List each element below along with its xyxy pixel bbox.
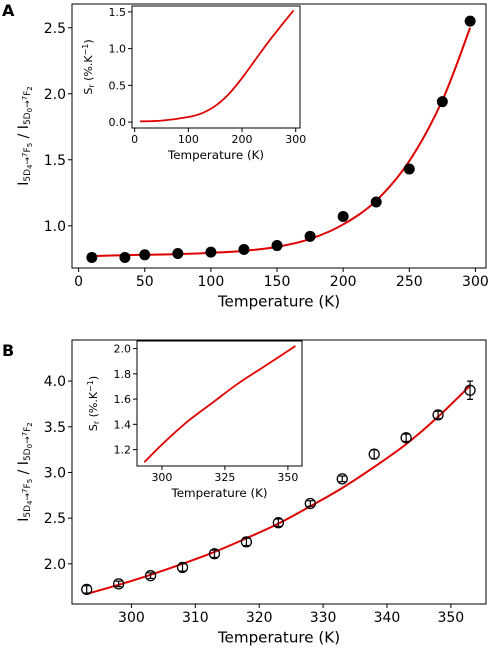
- inset-xtick-label: 300: [151, 471, 172, 484]
- main-xtick-label: 0: [74, 274, 83, 290]
- main-ytick-label: 2.5: [44, 21, 66, 37]
- data-point: [112, 578, 125, 590]
- inset-y-axis-label: Sr (%.K−1): [81, 39, 96, 94]
- data-point: [208, 548, 221, 560]
- inset-frame: [136, 340, 303, 467]
- main-xtick-label: 100: [198, 274, 225, 290]
- data-point: [400, 432, 412, 444]
- inset-y-axis-label: Sr (%.K−1): [86, 376, 101, 431]
- data-point: [370, 196, 382, 208]
- main-xtick-label: 300: [462, 274, 489, 290]
- panel-letter: A: [2, 1, 15, 20]
- data-point: [205, 246, 217, 258]
- main-xtick-label: 200: [330, 274, 357, 290]
- inset-ytick-label: 1.4: [114, 418, 132, 431]
- main-ytick-label: 1.5: [44, 153, 66, 169]
- inset-xlabel: Temperature (K): [170, 486, 267, 500]
- inset-ytick-label: 0.5: [109, 79, 127, 92]
- main-xtick-label: 310: [182, 610, 209, 626]
- main-xlabel: Temperature (K): [217, 628, 340, 646]
- panel-letter: B: [2, 341, 14, 360]
- main-xtick-label: 330: [310, 610, 337, 626]
- main-ytick-label: 3.0: [44, 465, 66, 481]
- inset-ytick-label: 1.5: [109, 6, 127, 19]
- inset-xtick-label: 0: [131, 133, 138, 146]
- inset-ytick-label: 0.0: [109, 116, 127, 129]
- data-point: [139, 249, 151, 261]
- data-point: [304, 497, 316, 510]
- data-point: [86, 251, 98, 263]
- data-point: [144, 570, 157, 582]
- data-point: [271, 240, 283, 252]
- main-ytick-label: 2.5: [44, 511, 66, 527]
- inset-frame: [131, 5, 301, 129]
- main-ytick-label: 2.0: [44, 557, 66, 573]
- data-point: [337, 211, 349, 223]
- main-xtick-label: 250: [396, 274, 423, 290]
- main-xtick-label: 300: [118, 610, 145, 626]
- inset-ytick-label: 1.0: [109, 43, 127, 56]
- panel-b: B 300 310 320 330 340 350 2.0 2.5 3.0 3.5 4.0 Temper…: [2, 339, 487, 646]
- data-point: [172, 247, 184, 259]
- inset-xtick-label: 100: [178, 133, 199, 146]
- inset-ytick-label: 2.0: [114, 343, 132, 356]
- data-point: [464, 384, 476, 396]
- inset-curve: [140, 9, 295, 123]
- inset-chart: 300 325 350 1.2 1.4 1.6 1.8 2.0 Temperature (K) S…: [86, 340, 303, 500]
- main-ytick-label: 3.5: [44, 420, 66, 436]
- data-point: [368, 448, 380, 460]
- main-xtick-label: 350: [437, 610, 464, 626]
- data-point: [304, 230, 316, 242]
- inset-xtick-label: 300: [285, 133, 306, 146]
- data-point: [436, 96, 448, 108]
- data-point: [240, 536, 253, 548]
- data-point: [119, 251, 131, 263]
- data-point: [272, 517, 285, 529]
- main-xtick-label: 340: [374, 610, 401, 626]
- inset-ytick-label: 1.6: [114, 393, 132, 406]
- inset-xtick-label: 325: [214, 471, 235, 484]
- data-point: [238, 244, 250, 256]
- main-xtick-label: 50: [136, 274, 154, 290]
- y-axis-label: I5D4→7F5 / I5D0→7F2: [16, 86, 34, 186]
- main-xtick-label: 150: [264, 274, 291, 290]
- data-point: [464, 15, 476, 27]
- y-axis-label: I5D4→7F5 / I5D0→7F2: [16, 422, 34, 522]
- panel-a: A 0 50 100 150 200 250 300 1.0 1.5 2.0 2.5 Temperatu…: [2, 1, 489, 310]
- inset-chart: 0 100 200 300 0.0 0.5 1.0 1.5 Temperature (K) Sr …: [81, 5, 306, 162]
- main-xtick-label: 320: [246, 610, 273, 626]
- inset-curve: [143, 345, 296, 463]
- plot-frame: [71, 3, 487, 269]
- main-xlabel: Temperature (K): [217, 292, 340, 310]
- inset-xlabel: Temperature (K): [167, 148, 264, 162]
- data-point: [81, 583, 93, 596]
- inset-background: [132, 6, 300, 128]
- data-point: [336, 473, 348, 485]
- inset-ytick-label: 1.8: [114, 368, 132, 381]
- main-ytick-label: 4.0: [44, 374, 66, 390]
- data-point: [432, 409, 444, 421]
- plot-frame: [71, 339, 487, 605]
- inset-ytick-label: 1.2: [114, 444, 132, 457]
- inset-xtick-label: 350: [277, 471, 298, 484]
- data-point: [403, 163, 415, 175]
- main-ytick-label: 2.0: [44, 87, 66, 103]
- inset-xtick-label: 200: [232, 133, 253, 146]
- inset-background: [137, 341, 302, 466]
- main-ytick-label: 1.0: [44, 219, 66, 235]
- data-point: [176, 561, 189, 574]
